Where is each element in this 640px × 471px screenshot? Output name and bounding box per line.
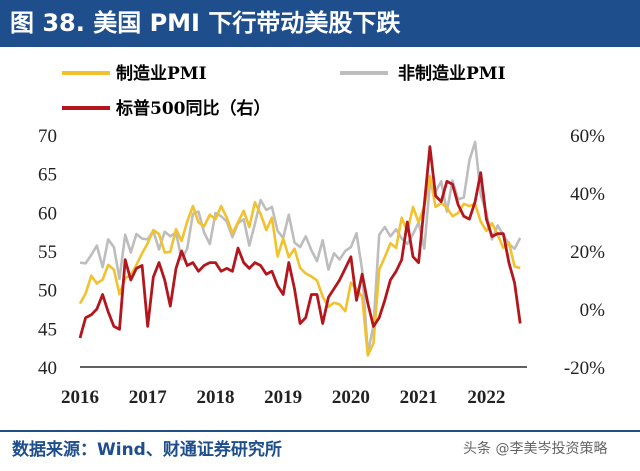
y-right-tick-label: -20% <box>564 358 605 379</box>
legend-label-nonmfg: 非制造业PMI <box>398 63 506 84</box>
x-ticks: 2016 2017 2018 2019 2020 2021 2022 <box>61 387 505 408</box>
y-right-tick-label: 60% <box>570 126 605 147</box>
x-tick-label: 2017 <box>129 387 168 408</box>
legend-label-sp500: 标普500同比（右） <box>116 98 271 119</box>
y-right-ticks: -20% 0% 20% 40% 60% <box>564 126 605 379</box>
x-tick-label: 2020 <box>332 387 370 408</box>
y-left-ticks: 40 45 50 55 60 65 70 <box>38 126 57 379</box>
series-line-sp500 <box>78 145 522 339</box>
watermark: 头条 @李美岑投资策略 <box>463 441 608 457</box>
figure-title: 图 38. 美国 PMI 下行带动美股下跌 <box>0 0 640 47</box>
y-left-tick-label: 45 <box>38 319 57 340</box>
footer-divider <box>0 430 640 432</box>
y-right-tick-label: 0% <box>580 300 606 321</box>
plot-series <box>78 140 522 357</box>
x-tick-label: 2018 <box>196 387 234 408</box>
y-left-tick-label: 50 <box>38 281 57 302</box>
y-left-tick-label: 40 <box>38 358 57 379</box>
chart: 制造业PMI 非制造业PMI 标普500同比（右） 40 45 50 55 60 65 70… <box>38 63 605 408</box>
x-tick-label: 2021 <box>400 387 438 408</box>
y-left-tick-label: 60 <box>38 203 57 224</box>
y-left-tick-label: 70 <box>38 126 57 147</box>
y-left-tick-label: 65 <box>38 165 57 186</box>
legend-label-mfg: 制造业PMI <box>116 63 207 84</box>
y-right-tick-label: 40% <box>570 184 605 205</box>
x-tick-label: 2019 <box>264 387 302 408</box>
series-line-mfg <box>78 174 521 357</box>
x-tick-label: 2016 <box>61 387 99 408</box>
source-note: 数据来源：Wind、财通证券研究所 <box>12 440 282 460</box>
x-tick-label: 2022 <box>467 387 505 408</box>
y-left-tick-label: 55 <box>38 242 57 263</box>
y-right-tick-label: 20% <box>570 242 605 263</box>
